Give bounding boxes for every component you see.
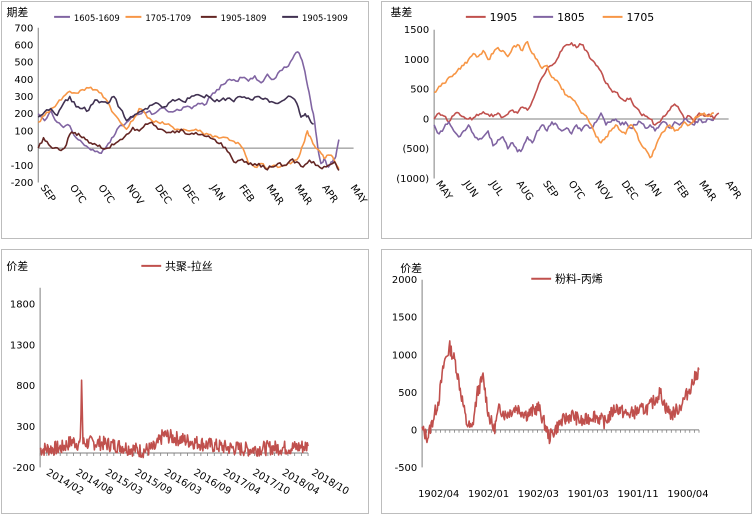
series-line-1 [433, 112, 714, 153]
y-tick-label: 1500 [404, 25, 429, 36]
series-line-0 [433, 42, 720, 126]
y-tick-label: 400 [14, 75, 33, 86]
x-tick-label: SEP [540, 179, 560, 201]
y-tick-label: 500 [398, 388, 417, 399]
basis-chart: 基差 (1000) (500) 0 500 1000 1500 MAY JUN JUL AUG SEP… [390, 5, 743, 204]
y-tick-label: 800 [16, 381, 35, 392]
x-tick-label: MAR [264, 183, 286, 208]
x-tick-label: APR [319, 183, 339, 205]
y-axis-label: 价差 [400, 261, 422, 275]
x-tick-label: MAR [292, 183, 314, 208]
chart-panel-copolymer-spread: 价差 -200 300 800 1300 1800 2014/02 2014/08 2015/0… [1, 249, 369, 514]
x-tick-label: OTC [67, 183, 88, 206]
x-tick-label: JAN [644, 178, 663, 199]
y-tick-label: 1800 [10, 300, 35, 311]
legend-label: 1905 [490, 11, 518, 24]
y-tick-label: 1500 [392, 313, 417, 324]
y-tick-label: 500 [410, 85, 429, 96]
y-tick-label: -100 [11, 161, 33, 172]
x-tick-label: APR [723, 179, 743, 201]
series-line-2 [37, 121, 340, 171]
x-tick-label: OTC [566, 179, 587, 202]
y-tick-label: 1300 [10, 340, 35, 351]
x-tick-label: NOV [592, 179, 614, 203]
x-tick-label: DEC [152, 183, 173, 206]
x-tick-label: JUN [460, 178, 480, 200]
legend-label: 1905-1909 [302, 13, 348, 23]
series-line-0 [39, 379, 309, 459]
legend-label: 1805 [557, 11, 585, 24]
chart-panel-basis: 基差 (1000) (500) 0 500 1000 1500 MAY JUN JUL AUG SEP… [381, 1, 752, 239]
chart-panel-period-spread: 期差 -200 -100 0 100 200 300 400 500 600 700 SEP OTC OT… [1, 1, 369, 239]
legend-label: 1905-1809 [221, 13, 267, 23]
y-tick-label: -200 [11, 178, 33, 189]
x-tick-label: 1902/04 [418, 489, 459, 500]
y-tick-label: 300 [16, 422, 35, 433]
y-tick-label: 300 [14, 92, 33, 103]
x-tick-label: JUL [487, 178, 506, 198]
y-tick-label: (500) [403, 144, 430, 155]
x-tick-label: AUG [514, 179, 535, 203]
legend-label: 1705-1709 [145, 13, 191, 23]
y-tick-label: (1000) [396, 174, 429, 185]
x-tick-label: 1900/04 [667, 489, 708, 500]
y-tick-label: 0 [27, 144, 33, 155]
y-tick-label: 600 [14, 40, 33, 51]
y-tick-label: 0 [411, 425, 417, 436]
x-tick-label: FEB [671, 179, 691, 201]
x-tick-label: 1902/01 [468, 489, 509, 500]
y-tick-label: 200 [14, 109, 33, 120]
x-tick-label: SEP [38, 183, 58, 205]
x-tick-label: DEC [180, 183, 201, 206]
series-line-1 [37, 86, 340, 170]
series-line-2 [434, 40, 714, 159]
y-axis-label: 基差 [390, 5, 412, 19]
x-tick-label: JAN [207, 182, 226, 203]
y-tick-label: 700 [14, 23, 33, 34]
y-tick-label: -500 [395, 463, 417, 474]
x-tick-label: 1902/03 [518, 489, 559, 500]
legend-label: 1605-1609 [74, 13, 120, 23]
x-tick-label: 1901/11 [617, 489, 658, 500]
x-tick-label: MAY [433, 179, 454, 203]
period-spread-chart: 期差 -200 -100 0 100 200 300 400 500 600 700 SEP OTC OT… [7, 5, 368, 208]
y-tick-label: 1000 [404, 55, 429, 66]
y-axis-label: 价差 [6, 259, 28, 273]
x-tick-label: MAR [696, 179, 718, 204]
y-tick-label: 1000 [392, 350, 417, 361]
legend-label: 共聚-拉丝 [165, 259, 213, 273]
y-tick-label: 500 [14, 58, 33, 69]
x-tick-label: 1901/03 [568, 489, 609, 500]
x-tick-label: MAY [348, 183, 368, 207]
legend-label: 1705 [626, 11, 654, 24]
copolymer-spread-chart: 价差-200300800130018002014/022014/082015/0… [6, 259, 350, 498]
x-tick-label: FEB [236, 183, 256, 205]
x-tick-label: DEC [619, 179, 640, 202]
x-tick-label: OTC [95, 183, 116, 206]
series-line-0 [421, 340, 700, 445]
y-tick-label: 100 [14, 126, 33, 137]
series-line-3 [37, 93, 314, 125]
chart-panel-powder-spread: 价差 -500 0 500 1000 1500 2000 1902/04 1902/01 1902… [381, 249, 752, 514]
legend-label: 粉料-丙烯 [555, 272, 603, 286]
y-tick-label: -200 [13, 463, 35, 474]
y-tick-label: 2000 [392, 275, 417, 286]
y-axis-label: 期差 [7, 5, 29, 19]
x-tick-label: NOV [124, 183, 146, 207]
powder-spread-chart: 价差 -500 0 500 1000 1500 2000 1902/04 1902/01 1902… [392, 261, 709, 500]
y-tick-label: 0 [423, 114, 429, 125]
series-line-0 [37, 51, 340, 168]
